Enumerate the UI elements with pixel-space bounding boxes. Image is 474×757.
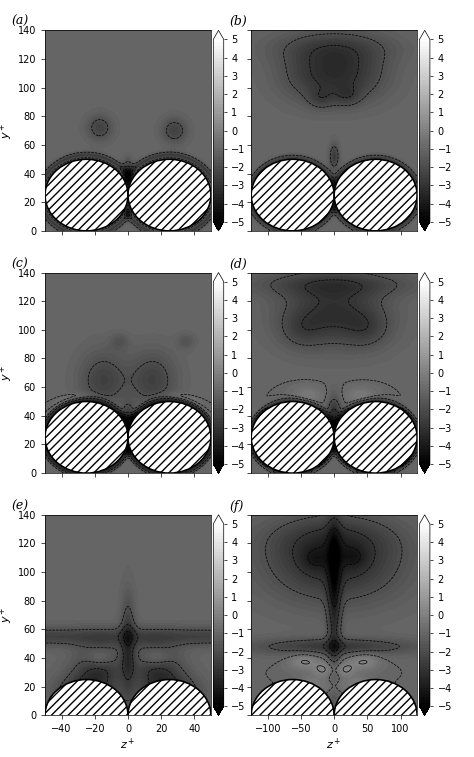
- Circle shape: [251, 159, 334, 231]
- Text: (e): (e): [12, 500, 29, 512]
- X-axis label: $z^+$: $z^+$: [327, 737, 342, 752]
- Circle shape: [45, 401, 128, 473]
- Circle shape: [128, 680, 211, 751]
- Circle shape: [251, 680, 334, 751]
- PathPatch shape: [213, 706, 224, 715]
- PathPatch shape: [419, 706, 430, 715]
- Text: (f): (f): [229, 500, 244, 512]
- Circle shape: [334, 680, 417, 751]
- PathPatch shape: [213, 515, 224, 524]
- PathPatch shape: [419, 464, 430, 473]
- Text: (b): (b): [229, 15, 247, 28]
- Circle shape: [334, 159, 417, 231]
- Text: (c): (c): [12, 257, 28, 270]
- X-axis label: $z^+$: $z^+$: [120, 737, 136, 752]
- PathPatch shape: [419, 515, 430, 524]
- Circle shape: [128, 159, 211, 231]
- Text: (d): (d): [229, 257, 247, 270]
- PathPatch shape: [213, 30, 224, 39]
- Circle shape: [45, 680, 128, 751]
- Circle shape: [334, 401, 417, 473]
- PathPatch shape: [419, 222, 430, 231]
- PathPatch shape: [419, 273, 430, 282]
- Circle shape: [128, 401, 211, 473]
- Text: (a): (a): [12, 15, 29, 28]
- Y-axis label: $y^+$: $y^+$: [0, 365, 15, 381]
- PathPatch shape: [213, 273, 224, 282]
- PathPatch shape: [419, 30, 430, 39]
- PathPatch shape: [213, 222, 224, 231]
- Circle shape: [251, 401, 334, 473]
- PathPatch shape: [213, 464, 224, 473]
- Y-axis label: $y^+$: $y^+$: [0, 607, 15, 623]
- Y-axis label: $y^+$: $y^+$: [0, 123, 15, 139]
- Circle shape: [45, 159, 128, 231]
